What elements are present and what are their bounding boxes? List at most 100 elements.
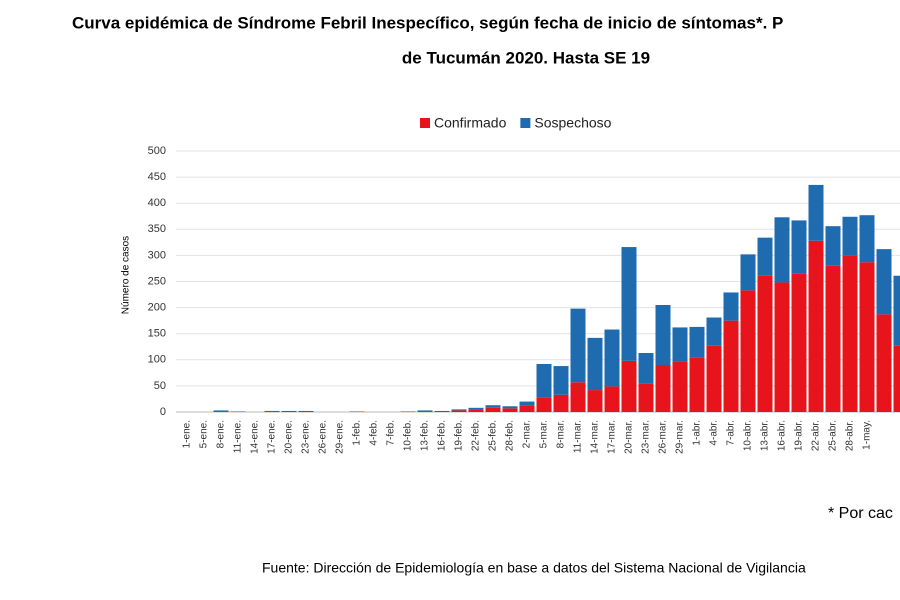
x-tick-label: 1-ene. — [182, 420, 193, 448]
x-tick-label: 5-mar. — [539, 420, 550, 448]
x-tick-label: 4-feb. — [369, 420, 380, 446]
x-tick-label: 20-mar. — [624, 420, 635, 454]
x-tick-label: 25-feb. — [488, 420, 499, 451]
bar-segment — [808, 184, 824, 241]
y-tick-label: 250 — [148, 275, 166, 287]
bar-segment — [706, 345, 722, 412]
x-tick-label: 20-ene. — [284, 420, 295, 454]
x-tick-label: 4-abr. — [709, 420, 720, 446]
bar-segment — [434, 411, 450, 412]
x-tick-label: 25-abr. — [828, 420, 839, 451]
bar-segment — [400, 411, 416, 412]
bar-segment — [587, 337, 603, 391]
bar-segment — [808, 240, 824, 412]
y-axis-label: Número de casos — [121, 236, 132, 314]
bar-segment — [825, 265, 841, 412]
legend-swatch — [520, 118, 531, 128]
bar-segment — [230, 411, 246, 412]
x-tick-label: 13-feb. — [420, 420, 431, 451]
bar-segment — [740, 290, 756, 412]
bar-segment — [791, 273, 807, 412]
chart-title: de Tucumán 2020. Hasta SE 19 — [402, 48, 650, 67]
x-tick-label: 26-mar. — [658, 420, 669, 454]
bar-segment — [451, 409, 467, 411]
legend-swatch — [420, 118, 430, 128]
bar-segment — [570, 382, 586, 412]
bar-segment — [604, 386, 620, 412]
bar-segment — [655, 365, 671, 412]
x-tick-label: 22-feb. — [471, 420, 482, 451]
x-tick-label: 22-abr. — [811, 420, 822, 451]
bar-segment — [876, 314, 892, 412]
x-tick-label: 16-feb. — [437, 420, 448, 451]
bar-segment — [842, 216, 858, 256]
x-tick-label: 19-abr. — [794, 420, 805, 451]
bar-segment — [757, 237, 773, 276]
bar-segment — [264, 410, 280, 412]
y-tick-label: 450 — [148, 171, 166, 183]
bar-segment — [706, 317, 722, 346]
x-tick-label: 1-may. — [862, 420, 873, 450]
bar-segment — [468, 409, 484, 412]
x-tick-label: 19-feb. — [454, 420, 465, 451]
x-tick-label: 17-ene. — [267, 420, 278, 454]
x-tick-label: 13-abr. — [760, 420, 771, 451]
bar-segment — [536, 363, 552, 398]
x-tick-label: 1-abr. — [692, 420, 703, 446]
bar-segment — [485, 405, 501, 408]
legend-label: Sospechoso — [534, 115, 611, 131]
bar-segment — [502, 406, 518, 409]
x-tick-label: 14-ene. — [250, 420, 261, 454]
x-tick-label: 23-mar. — [641, 420, 652, 454]
bar-segment — [893, 275, 900, 346]
bar-segment — [434, 410, 450, 412]
bar-segment — [791, 220, 807, 274]
bar-segment — [621, 247, 637, 361]
bar-segment — [893, 345, 900, 412]
bar-segment — [723, 320, 739, 412]
bar-segment — [621, 360, 637, 412]
bar-segment — [502, 408, 518, 412]
y-tick-label: 400 — [148, 197, 166, 209]
x-tick-label: 10-feb. — [403, 420, 414, 451]
bar-segment — [723, 292, 739, 321]
x-tick-label: 28-abr. — [845, 420, 856, 451]
x-tick-label: 28-feb. — [505, 420, 516, 451]
y-tick-label: 300 — [148, 249, 166, 261]
x-tick-label: 11-ene. — [233, 420, 244, 453]
footnote: * Por cac — [828, 505, 893, 522]
bar-segment — [604, 329, 620, 387]
source: Fuente: Dirección de Epidemiología en ba… — [262, 560, 806, 576]
bar-segment — [298, 410, 314, 412]
bar-segment — [774, 282, 790, 412]
bar-segment — [468, 407, 484, 410]
x-tick-label: 1-feb. — [352, 420, 363, 446]
bar-segment — [485, 407, 501, 412]
bar-segment — [672, 361, 688, 412]
bar-segment — [417, 411, 433, 412]
bar-segment — [825, 226, 841, 266]
y-tick-label: 350 — [148, 223, 166, 235]
x-tick-label: 5-ene. — [199, 420, 210, 448]
x-tick-label: 2-mar. — [522, 420, 533, 448]
bar-segment — [553, 394, 569, 412]
bar-segment — [689, 326, 705, 358]
bar-segment — [859, 262, 875, 412]
x-tick-label: 10-abr. — [743, 420, 754, 451]
bar-segment — [638, 383, 654, 412]
y-tick-label: 50 — [154, 380, 166, 392]
bar-segment — [417, 410, 433, 412]
x-tick-label: 23-ene. — [301, 420, 312, 454]
bar-segment — [536, 397, 552, 412]
bar-segment — [689, 357, 705, 412]
x-tick-label: 16-abr. — [777, 420, 788, 451]
x-tick-label: 7-abr. — [726, 420, 737, 446]
y-tick-label: 500 — [148, 145, 166, 157]
bar-segment — [740, 254, 756, 291]
bar-segment — [672, 327, 688, 362]
bar-segment — [570, 308, 586, 383]
bar-segment — [842, 255, 858, 412]
bar-segment — [553, 366, 569, 395]
legend-label: Confirmado — [434, 115, 507, 131]
